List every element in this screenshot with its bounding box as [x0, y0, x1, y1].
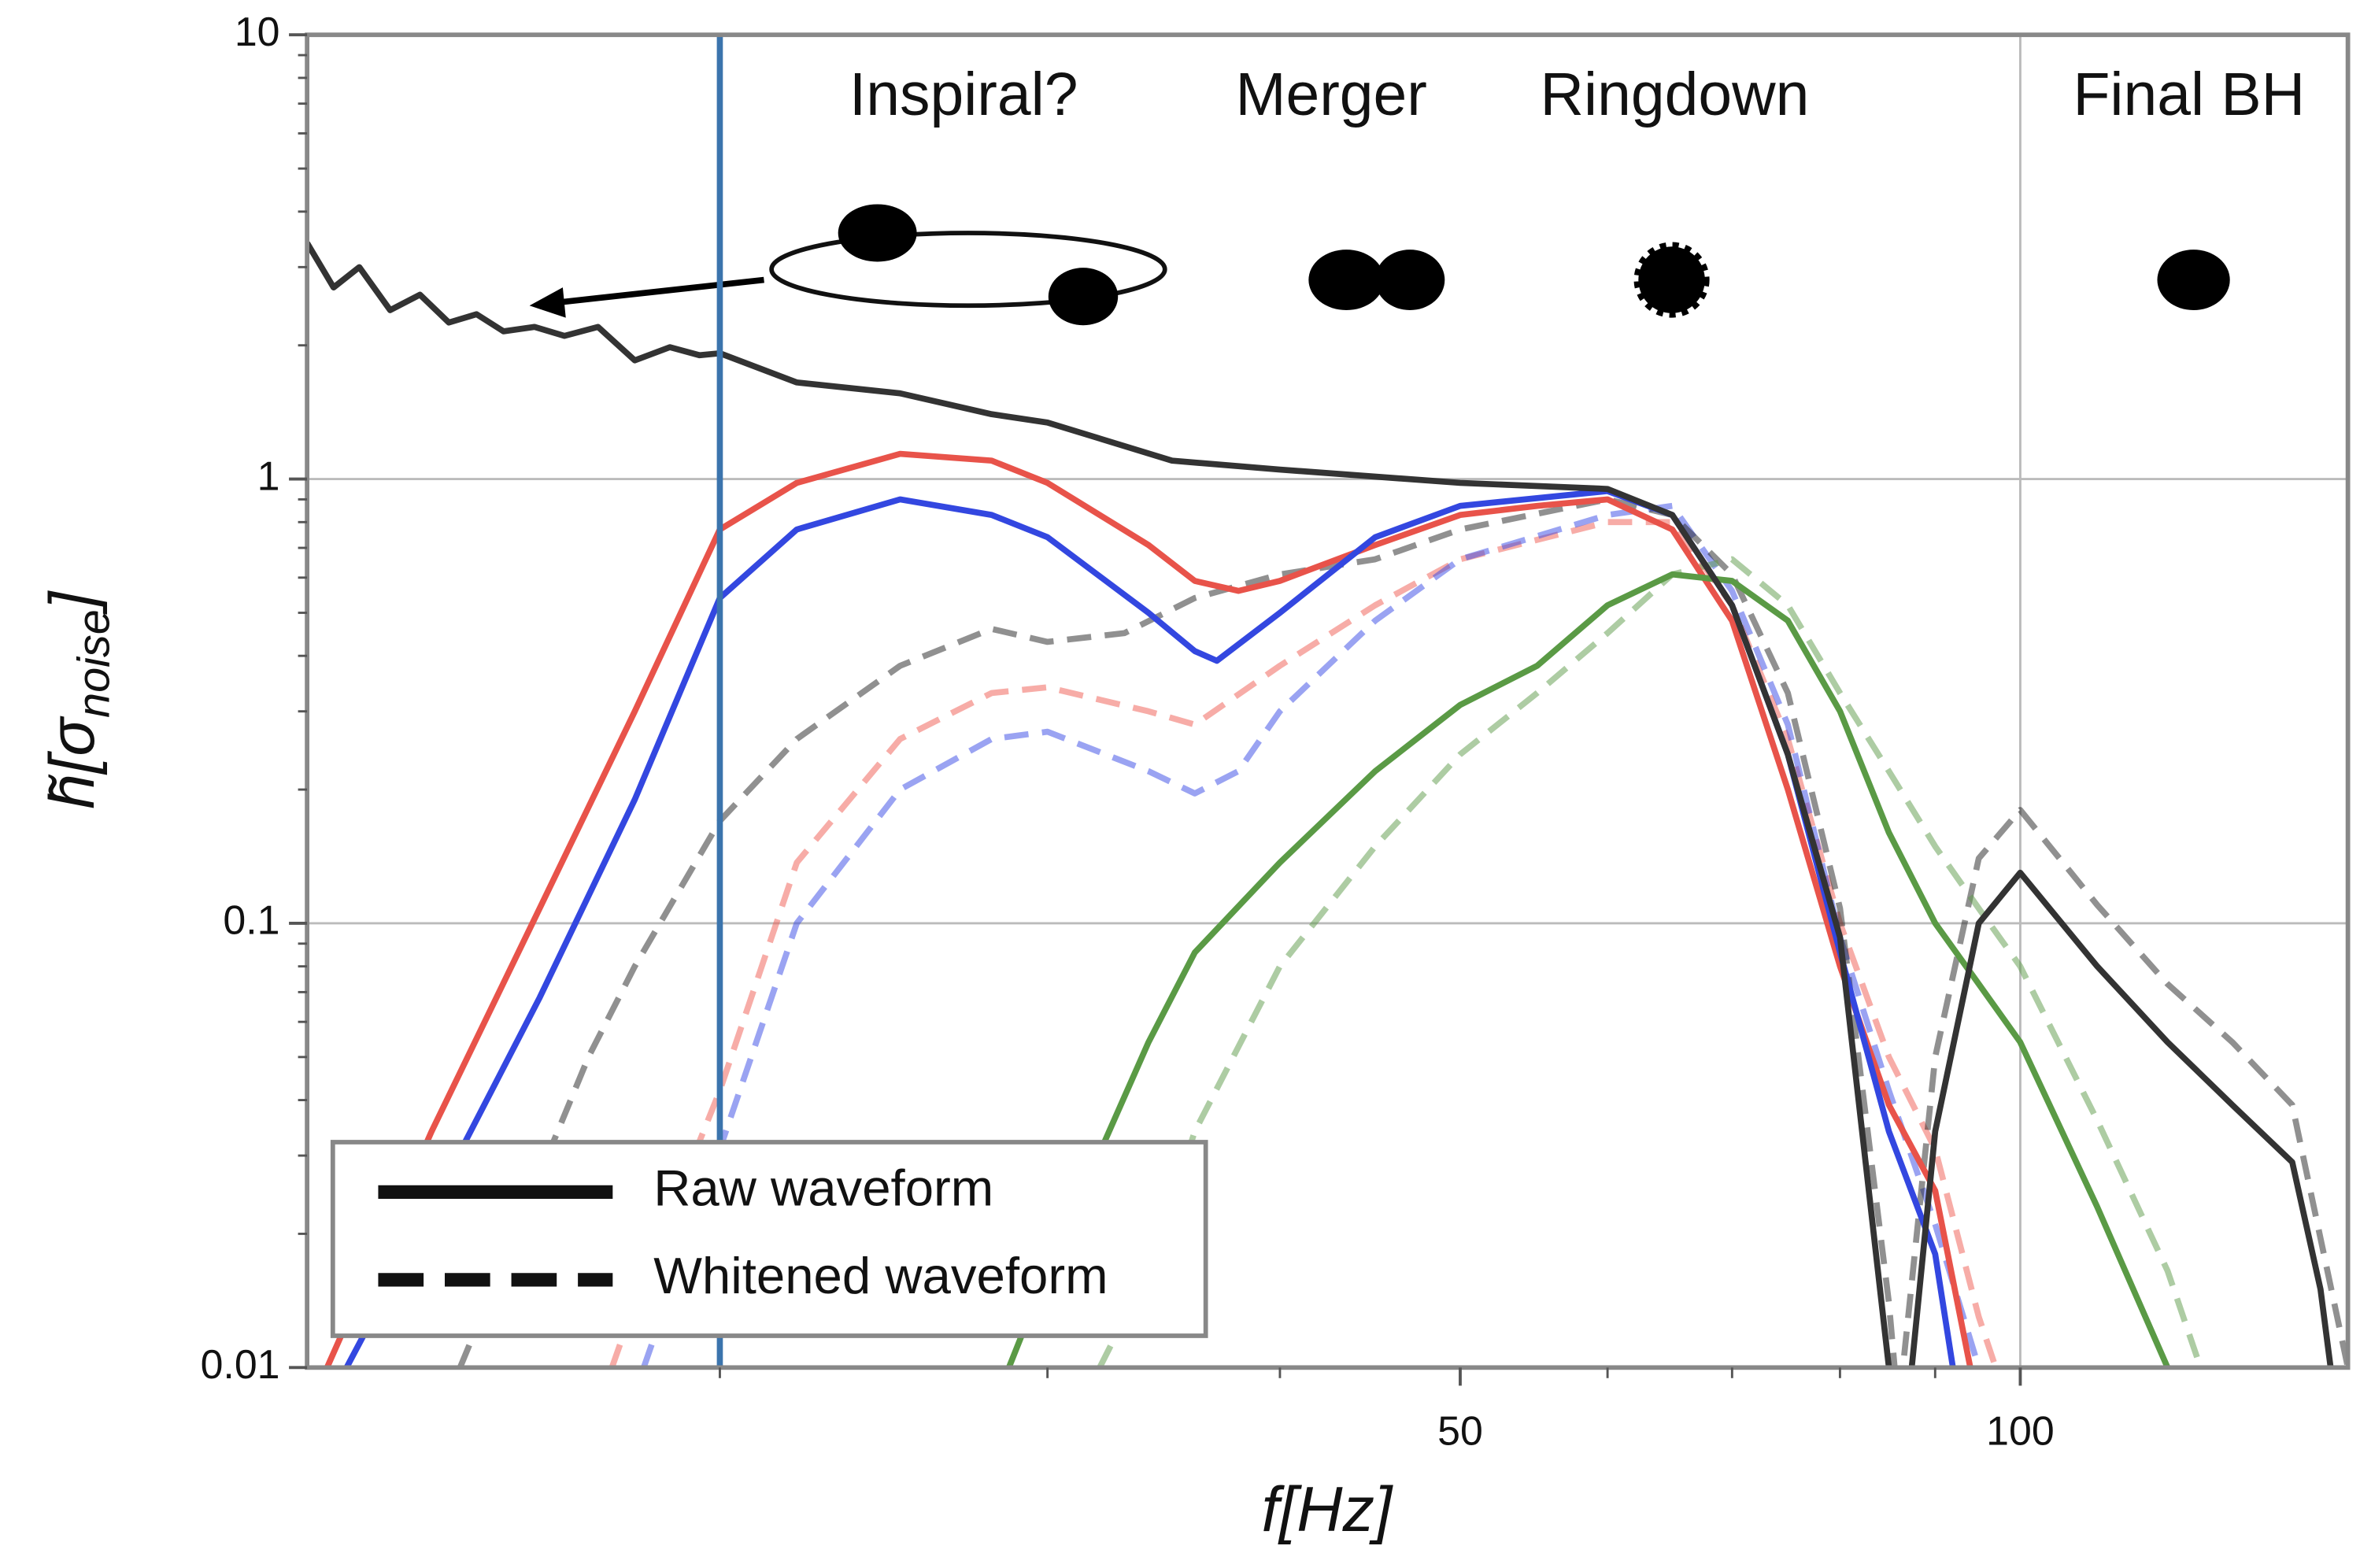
- y-axis-label-sub: noise: [68, 609, 119, 718]
- orbit: [769, 231, 1167, 309]
- black-hole: [1308, 250, 1385, 310]
- phase-label: Inspiral?: [849, 61, 1078, 128]
- y-axis-label: h̃[σnoise]: [37, 590, 119, 809]
- plot-frame: [305, 32, 2351, 1370]
- x-tick-label: 50: [1437, 1408, 1483, 1454]
- arrow-head: [529, 287, 566, 318]
- series-line: [457, 496, 2348, 1368]
- legend: Raw waveform Whitened waveform: [330, 1140, 1208, 1338]
- series-line: [1097, 556, 2204, 1368]
- arrow: [556, 276, 764, 306]
- legend-label: Raw waveform: [653, 1159, 993, 1217]
- x-tick-label: 100: [1986, 1408, 2055, 1454]
- y-tick-label: 0.01: [201, 1341, 280, 1387]
- phase-label: Final BH: [2073, 61, 2305, 128]
- legend-label: Whitened waveform: [653, 1247, 1108, 1304]
- legend-box: [330, 1140, 1208, 1338]
- phase-label: Merger: [1235, 61, 1426, 128]
- x-axis-label: f[Hz]: [1261, 1474, 1393, 1545]
- ringdown-remnant: [1633, 242, 1710, 318]
- black-hole: [1374, 250, 1445, 310]
- y-tick-label: 1: [257, 453, 280, 498]
- series-line: [608, 519, 1999, 1368]
- y-axis-label-main: h̃[σ: [37, 716, 108, 809]
- y-tick-label: 0.1: [223, 897, 279, 943]
- black-hole: [838, 204, 917, 262]
- annotations: Inspiral? Merger Ringdown Final BH: [849, 61, 2305, 128]
- illustrations: [529, 204, 2230, 326]
- y-tick-label: 10: [235, 9, 280, 54]
- phase-label: Ringdown: [1541, 61, 1810, 128]
- series-line: [307, 241, 2334, 1368]
- final-black-hole: [2157, 250, 2230, 310]
- plot-lines: [307, 241, 2348, 1368]
- black-hole: [1048, 268, 1119, 326]
- axes: 0.01 0.1 1 10 50 100: [201, 9, 2055, 1454]
- series-line: [324, 450, 1973, 1368]
- series-line: [1006, 571, 2171, 1368]
